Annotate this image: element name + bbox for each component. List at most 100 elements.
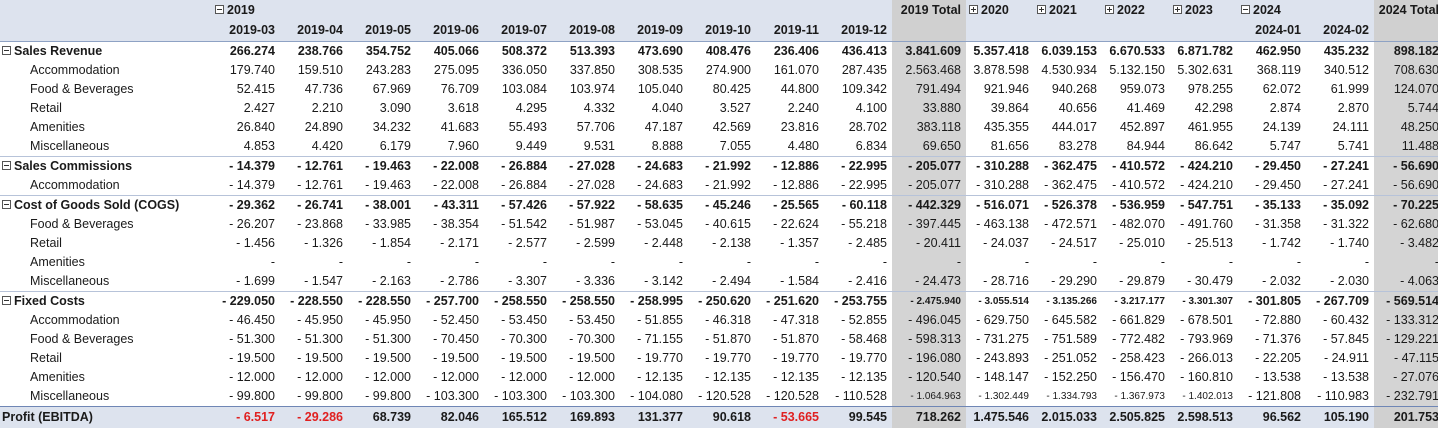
table-cell: 4.853 xyxy=(243,139,275,153)
table-cell: - 1.334.793 xyxy=(1046,391,1097,402)
table-cell: - 24.683 xyxy=(637,159,683,173)
table-cell: - 1.584 xyxy=(780,274,819,288)
expand-icon[interactable] xyxy=(1173,5,1182,15)
table-cell: 452.897 xyxy=(1119,120,1165,134)
table-cell: - 38.001 xyxy=(365,198,411,212)
table-cell: - 52.855 xyxy=(841,313,887,327)
row-label-text: Sales Commissions xyxy=(14,159,133,173)
table-cell: - 160.810 xyxy=(1180,370,1233,384)
table-cell: 11.488 xyxy=(1374,137,1438,157)
table-cell: 82.046 xyxy=(416,406,484,428)
header-blank xyxy=(1306,0,1374,20)
table-cell: - 19.500 xyxy=(501,351,547,365)
table-cell: - 51.870 xyxy=(773,332,819,346)
table-cell: - 645.582 xyxy=(1044,313,1097,327)
table-cell: - 257.700 xyxy=(426,294,479,308)
table-cell: 2.015.033 xyxy=(1034,406,1102,428)
table-cell: 159.510 xyxy=(297,63,343,77)
header-blank xyxy=(1374,20,1438,42)
row-label[interactable]: Sales Commissions xyxy=(0,157,212,177)
table-cell: - 424.210 xyxy=(1180,159,1233,173)
table-cell: 165.512 xyxy=(484,406,552,428)
table-cell: 26.840 xyxy=(236,120,275,134)
table-cell: - 243.893 xyxy=(976,351,1029,365)
year-2019-label: 2019 xyxy=(227,3,255,17)
year-2022-header[interactable]: 2022 xyxy=(1102,0,1170,20)
table-cell: 238.766 xyxy=(297,44,343,58)
table-cell: 28.702 xyxy=(848,120,887,134)
row-label[interactable]: Sales Revenue xyxy=(0,42,212,62)
table-cell: 69.650 xyxy=(892,137,966,157)
collapse-icon[interactable] xyxy=(2,200,11,210)
table-cell: - 19.500 xyxy=(569,351,615,365)
table-cell: - 35.092 xyxy=(1323,198,1369,212)
table-cell: - 12.135 xyxy=(705,370,751,384)
table-cell: - 12.000 xyxy=(297,370,343,384)
table-cell: 33.880 xyxy=(892,99,966,118)
table-cell: - 99.800 xyxy=(229,389,275,403)
table-cell: 42.298 xyxy=(1194,101,1233,115)
year-2020-header[interactable]: 2020 xyxy=(966,0,1034,20)
table-cell: - 19.770 xyxy=(705,351,751,365)
table-cell: - 26.741 xyxy=(297,198,343,212)
table-cell: - 45.246 xyxy=(705,198,751,212)
table-cell: 80.425 xyxy=(712,82,751,96)
table-row: Food & Beverages - 26.207 - 23.868 - 33.985… xyxy=(0,215,1438,234)
table-cell: 513.393 xyxy=(569,44,615,58)
row-label: Amenities xyxy=(0,118,212,137)
table-cell: - 51.300 xyxy=(229,332,275,346)
table-cell: - 13.538 xyxy=(1323,370,1369,384)
collapse-icon[interactable] xyxy=(2,161,11,171)
collapse-icon[interactable] xyxy=(2,46,11,56)
table-cell: - 12.000 xyxy=(365,370,411,384)
expand-icon[interactable] xyxy=(1105,5,1114,15)
row-label: Retail xyxy=(0,349,212,368)
table-cell: - 547.751 xyxy=(1180,198,1233,212)
table-cell: - xyxy=(338,255,343,269)
year-2019-header[interactable]: 2019 xyxy=(212,0,280,20)
table-cell: - 1.456 xyxy=(236,236,275,250)
table-cell: 6.039.153 xyxy=(1041,44,1097,58)
table-cell: 42.569 xyxy=(712,120,751,134)
table-cell: 5.744 xyxy=(1374,99,1438,118)
table-cell: 105.040 xyxy=(637,82,683,96)
collapse-icon[interactable] xyxy=(215,5,224,15)
row-label[interactable]: Fixed Costs xyxy=(0,292,212,312)
table-cell: - 1.742 xyxy=(1262,236,1301,250)
table-cell: - 3.135.266 xyxy=(1046,296,1097,307)
year-2023-header[interactable]: 2023 xyxy=(1170,0,1238,20)
collapse-icon[interactable] xyxy=(1241,5,1250,15)
expand-icon[interactable] xyxy=(1037,5,1046,15)
year-2021-header[interactable]: 2021 xyxy=(1034,0,1102,20)
year-2024-header[interactable]: 2024 xyxy=(1238,0,1306,20)
table-cell: 508.372 xyxy=(501,44,547,58)
expand-icon[interactable] xyxy=(969,5,978,15)
table-cell: - 1.854 xyxy=(372,236,411,250)
table-cell: 236.406 xyxy=(773,44,819,58)
table-cell: - 772.482 xyxy=(1112,332,1165,346)
table-cell: - 129.221 xyxy=(1374,330,1438,349)
row-label: Amenities xyxy=(0,368,212,387)
table-cell: - 22.995 xyxy=(841,159,887,173)
table-cell: 47.736 xyxy=(304,82,343,96)
collapse-icon[interactable] xyxy=(2,296,11,306)
profit-row: Profit (EBITDA) - 6.517- 29.286 68.739 82.0… xyxy=(0,406,1438,428)
table-cell: - 424.210 xyxy=(1180,178,1233,192)
table-cell: 336.050 xyxy=(501,63,547,77)
table-cell: - 463.138 xyxy=(976,217,1029,231)
table-cell: - 27.028 xyxy=(569,178,615,192)
row-label: Miscellaneous xyxy=(0,272,212,292)
table-cell: - 3.336 xyxy=(576,274,615,288)
table-cell: - 22.205 xyxy=(1255,351,1301,365)
table-cell: - 1.326 xyxy=(304,236,343,250)
table-cell: - 71.155 xyxy=(637,332,683,346)
group-row: Sales Commissions - 14.379 - 12.761 - 19.46… xyxy=(0,156,1438,177)
table-cell: - 28.716 xyxy=(983,274,1029,288)
row-label[interactable]: Cost of Goods Sold (COGS) xyxy=(0,196,212,216)
header-blank xyxy=(1170,20,1238,42)
row-label-text: Food & Beverages xyxy=(30,217,134,231)
table-cell: 131.377 xyxy=(620,406,688,428)
table-cell: 40.656 xyxy=(1058,101,1097,115)
table-cell: - 1.357 xyxy=(780,236,819,250)
table-cell: - xyxy=(746,255,751,269)
